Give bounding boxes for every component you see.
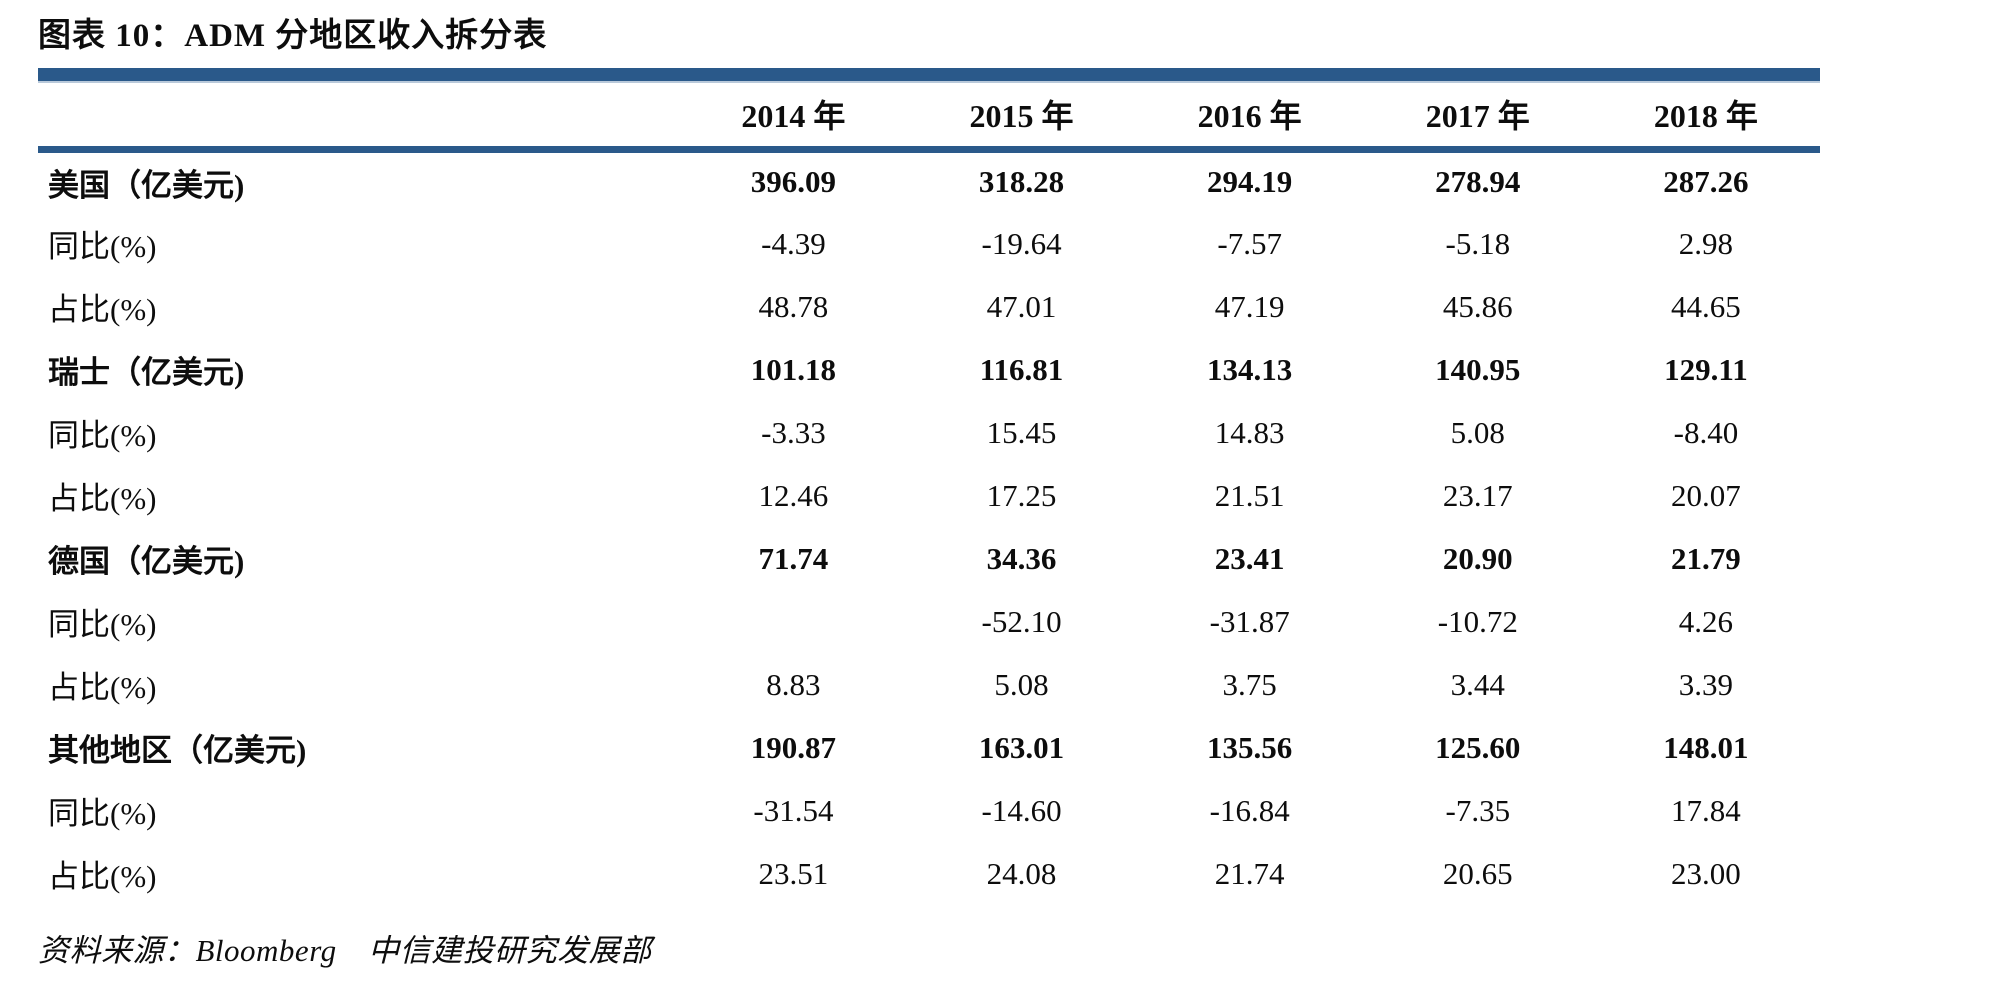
revenue-table-container: 2014 年 2015 年 2016 年 2017 年 2018 年 美国（亿美… xyxy=(38,68,1820,905)
figure-title: 图表 10：ADM 分地区收入拆分表 xyxy=(38,18,548,54)
table-row-other-regions-revenue: 其他地区（亿美元) 190.87 163.01 135.56 125.60 14… xyxy=(38,716,1820,779)
value-cell: 116.81 xyxy=(979,351,1064,387)
value-cell: 17.84 xyxy=(1671,792,1741,828)
value-cell: 47.01 xyxy=(986,288,1057,324)
value-cell: -19.64 xyxy=(981,225,1062,261)
value-cell: -31.54 xyxy=(753,792,834,828)
value-cell: 5.08 xyxy=(1450,414,1505,450)
value-cell: -31.87 xyxy=(1209,603,1290,639)
row-label: 占比(%) xyxy=(48,292,157,327)
table-row-germany-yoy: 同比(%) -52.10 -31.87 -10.72 4.26 xyxy=(38,590,1820,653)
value-cell: 3.44 xyxy=(1450,666,1505,702)
value-cell: 101.18 xyxy=(750,351,837,387)
value-cell: 3.39 xyxy=(1678,666,1734,702)
source-note: 资料来源：Bloomberg 中信建投研究发展部 xyxy=(38,933,652,968)
value-cell: -7.57 xyxy=(1217,225,1282,261)
table-row-us-revenue: 美国（亿美元) 396.09 318.28 294.19 278.94 287.… xyxy=(38,149,1820,212)
row-label: 瑞士（亿美元) xyxy=(48,355,245,390)
row-label: 同比(%) xyxy=(48,418,157,453)
value-cell: 278.94 xyxy=(1435,164,1521,200)
value-cell: 12.46 xyxy=(758,477,829,513)
value-cell: 48.78 xyxy=(758,288,829,324)
value-cell: -16.84 xyxy=(1209,792,1290,828)
table-row-germany-revenue: 德国（亿美元) 71.74 34.36 23.41 20.90 21.79 xyxy=(38,527,1820,590)
value-cell: 20.65 xyxy=(1442,855,1513,891)
value-cell: 318.28 xyxy=(978,164,1065,200)
table-row-germany-share: 占比(%) 8.83 5.08 3.75 3.44 3.39 xyxy=(38,653,1820,716)
value-cell: 20.90 xyxy=(1442,540,1513,576)
value-cell: 44.65 xyxy=(1671,288,1741,324)
row-label: 占比(%) xyxy=(48,670,157,705)
row-label: 美国（亿美元) xyxy=(48,167,245,203)
value-cell: 5.08 xyxy=(994,666,1049,702)
value-cell: -3.33 xyxy=(761,414,826,450)
row-label: 其他地区（亿美元) xyxy=(48,733,307,768)
row-label: 占比(%) xyxy=(48,481,157,516)
value-cell: 148.01 xyxy=(1663,729,1749,765)
value-cell: 23.00 xyxy=(1671,855,1741,891)
row-label: 同比(%) xyxy=(48,607,157,642)
value-cell: 125.60 xyxy=(1435,729,1521,765)
value-cell: 24.08 xyxy=(986,855,1057,891)
row-label: 同比(%) xyxy=(48,229,157,264)
value-cell: 21.51 xyxy=(1214,477,1285,513)
column-header-2017: 2017 年 xyxy=(1363,83,1592,153)
value-cell: -5.18 xyxy=(1445,225,1511,261)
value-cell: 134.13 xyxy=(1207,351,1293,387)
value-cell: -10.72 xyxy=(1437,603,1518,639)
value-cell: 396.09 xyxy=(750,164,837,200)
column-header-2018: 2018 年 xyxy=(1591,83,1820,153)
value-cell: 17.25 xyxy=(986,477,1057,513)
value-cell: 14.83 xyxy=(1214,414,1285,450)
value-cell: 34.36 xyxy=(986,540,1057,576)
value-cell: 287.26 xyxy=(1663,164,1749,200)
value-cell: -7.35 xyxy=(1445,792,1511,828)
value-cell: 23.17 xyxy=(1442,477,1513,513)
row-label: 占比(%) xyxy=(48,859,157,894)
row-label: 德国（亿美元) xyxy=(48,544,245,579)
table-header-row: 2014 年 2015 年 2016 年 2017 年 2018 年 xyxy=(38,83,1820,153)
header-empty-cell xyxy=(38,83,680,153)
table-row-us-share: 占比(%) 48.78 47.01 47.19 45.86 44.65 xyxy=(38,275,1820,338)
value-cell: 20.07 xyxy=(1671,477,1741,513)
value-cell: 3.75 xyxy=(1222,666,1277,702)
value-cell: -4.39 xyxy=(761,225,826,261)
table-row-other-regions-share: 占比(%) 23.51 24.08 21.74 20.65 23.00 xyxy=(38,842,1820,905)
value-cell: 129.11 xyxy=(1664,351,1748,387)
value-cell: 190.87 xyxy=(750,729,837,765)
value-cell: -14.60 xyxy=(981,792,1062,828)
column-header-2014: 2014 年 xyxy=(679,83,908,153)
table-row-other-regions-yoy: 同比(%) -31.54 -14.60 -16.84 -7.35 17.84 xyxy=(38,779,1820,842)
value-cell: 8.83 xyxy=(766,666,821,702)
column-header-2015: 2015 年 xyxy=(907,83,1136,153)
value-cell: 21.79 xyxy=(1671,540,1741,576)
value-cell: 135.56 xyxy=(1207,729,1293,765)
table-row-us-yoy: 同比(%) -4.39 -19.64 -7.57 -5.18 2.98 xyxy=(38,212,1820,275)
table-top-rule xyxy=(38,68,1820,83)
value-cell: -52.10 xyxy=(981,603,1062,639)
value-cell-empty xyxy=(679,590,907,653)
value-cell: 163.01 xyxy=(978,729,1065,765)
value-cell: 23.51 xyxy=(758,855,829,891)
value-cell: -8.40 xyxy=(1673,414,1739,450)
value-cell: 4.26 xyxy=(1678,603,1734,639)
table-row-switzerland-share: 占比(%) 12.46 17.25 21.51 23.17 20.07 xyxy=(38,464,1820,527)
table-row-switzerland-revenue: 瑞士（亿美元) 101.18 116.81 134.13 140.95 129.… xyxy=(38,338,1820,401)
value-cell: 21.74 xyxy=(1214,855,1285,891)
value-cell: 47.19 xyxy=(1214,288,1285,324)
value-cell: 71.74 xyxy=(758,540,829,576)
table-row-switzerland-yoy: 同比(%) -3.33 15.45 14.83 5.08 -8.40 xyxy=(38,401,1820,464)
value-cell: 2.98 xyxy=(1678,225,1734,261)
revenue-table: 2014 年 2015 年 2016 年 2017 年 2018 年 美国（亿美… xyxy=(38,83,1820,905)
column-header-2016: 2016 年 xyxy=(1135,83,1364,153)
value-cell: 45.86 xyxy=(1442,288,1513,324)
value-cell: 23.41 xyxy=(1214,540,1285,576)
row-label: 同比(%) xyxy=(48,796,157,831)
value-cell: 294.19 xyxy=(1207,164,1293,200)
value-cell: 15.45 xyxy=(986,414,1057,450)
value-cell: 140.95 xyxy=(1435,351,1521,387)
